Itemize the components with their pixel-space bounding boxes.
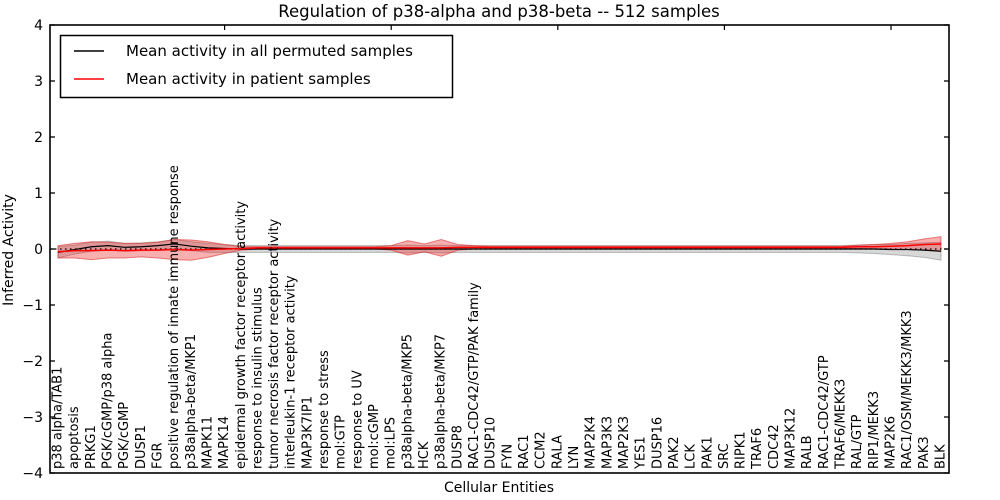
- x-tick-label: response to stress: [317, 350, 332, 469]
- x-tick-label: p38alpha-beta/MKP5: [400, 334, 415, 469]
- x-tick-label: PAK1: [700, 436, 715, 469]
- x-tick-label: FGR: [150, 442, 165, 469]
- legend-label-patient: Mean activity in patient samples: [126, 70, 371, 88]
- x-tick-label: LYN: [567, 446, 582, 469]
- permuted-mean-line: [57, 243, 942, 253]
- y-tick-label: −1: [22, 298, 43, 314]
- x-tick-label: MAP2K4: [584, 416, 599, 469]
- x-tick-label: LCK: [684, 444, 699, 469]
- x-tick-label: RALA: [550, 435, 565, 469]
- x-tick-label: DUSP16: [650, 417, 665, 469]
- x-tick-label: MAP3K7IP1: [300, 396, 315, 469]
- x-tick-label: CCM2: [534, 431, 549, 469]
- y-tick-label: 0: [34, 242, 43, 258]
- x-tick-label: RAL/GTP: [850, 414, 865, 469]
- x-tick-label: HCK: [417, 441, 432, 469]
- x-tick-label: tumor necrosis factor receptor activity: [267, 218, 282, 469]
- x-tick-label: response to UV: [350, 370, 365, 469]
- plot-area: −4 −3 −2 −1 0 1 2 3 4 p38 alpha/TAB1 apoptosis PRKG…: [22, 18, 950, 482]
- x-tick-label: RAC1-CDC42/GTP: [817, 355, 832, 469]
- x-tick-label: FYN: [500, 444, 515, 469]
- x-tick-label: mol:cGMP: [367, 404, 382, 469]
- x-tick-label: RAC1: [517, 434, 532, 469]
- x-tick-label: CDC42: [767, 424, 782, 469]
- chart-title: Regulation of p38-alpha and p38-beta -- …: [278, 2, 720, 21]
- x-tick-label: PAK2: [667, 436, 682, 469]
- x-tick-label: RIP1/MEKK3: [867, 391, 882, 469]
- x-tick-label: PGK/cGMP/p38 alpha: [100, 333, 115, 469]
- x-tick-label: DUSP8: [450, 425, 465, 469]
- x-tick-label: MAP3K3: [600, 416, 615, 469]
- x-tick-label: PRKG1: [84, 425, 99, 469]
- y-axis-label: Inferred Activity: [1, 194, 17, 306]
- x-tick-label: p38alpha-beta/MKP1: [184, 334, 199, 469]
- x-tick-label: RIPK1: [734, 431, 749, 469]
- x-tick-label: MAPK14: [217, 416, 232, 469]
- x-tick-label: MAP2K3: [617, 416, 632, 469]
- x-tick-label: epidermal growth factor receptor activit…: [234, 201, 249, 469]
- x-tick-label: BLK: [934, 444, 949, 469]
- x-tick-label: positive regulation of innate immune res…: [167, 165, 182, 469]
- permuted-band: [57, 238, 942, 261]
- patient-mean-line: [57, 243, 942, 253]
- y-tick-label: −4: [22, 466, 43, 482]
- x-tick-label: apoptosis: [67, 406, 82, 469]
- y-tick-label: −2: [22, 354, 43, 370]
- y-tick-label: 4: [34, 18, 43, 34]
- x-tick-label: p38alpha-beta/MKP7: [434, 334, 449, 469]
- x-tick-label: MAP2K6: [884, 416, 899, 469]
- y-tick-label: 1: [34, 186, 43, 202]
- x-tick-label: TRAF6: [750, 428, 765, 470]
- x-tick-label: MAPK11: [200, 416, 215, 469]
- x-tick-label: interleukin-1 receptor activity: [284, 275, 299, 469]
- legend: Mean activity in all permuted samples Me…: [59, 34, 454, 99]
- x-tick-label: RAC1/OSM/MEKK3/MKK3: [900, 310, 915, 469]
- x-tick-label: PGK/cGMP: [117, 402, 132, 469]
- x-tick-label: p38 alpha/TAB1: [51, 367, 66, 469]
- y-tick-label: 3: [34, 74, 43, 90]
- y-tick-label: −3: [22, 410, 43, 426]
- x-tick-label: RALB: [800, 435, 815, 469]
- x-tick-label: response to insulin stimulus: [250, 287, 265, 469]
- x-axis-label: Cellular Entities: [444, 480, 554, 496]
- legend-box: [59, 34, 454, 99]
- x-tick-label: YES1: [634, 436, 649, 470]
- x-tick-label: DUSP1: [134, 425, 149, 469]
- x-tick-label: RAC1-CDC42/GTP/PAK family: [467, 282, 482, 469]
- x-tick-label: MAP3K12: [784, 408, 799, 469]
- x-tick-label: PAK3: [917, 436, 932, 469]
- x-tick-label: TRAF6/MEKK3: [834, 379, 849, 470]
- x-tick-label: SRC: [717, 443, 732, 469]
- x-tick-label: mol:LPS: [384, 417, 399, 469]
- x-tick-label: mol:GTP: [334, 415, 349, 469]
- legend-label-permuted: Mean activity in all permuted samples: [126, 42, 413, 60]
- y-tick-label: 2: [34, 130, 43, 146]
- x-tick-label: DUSP10: [484, 417, 499, 469]
